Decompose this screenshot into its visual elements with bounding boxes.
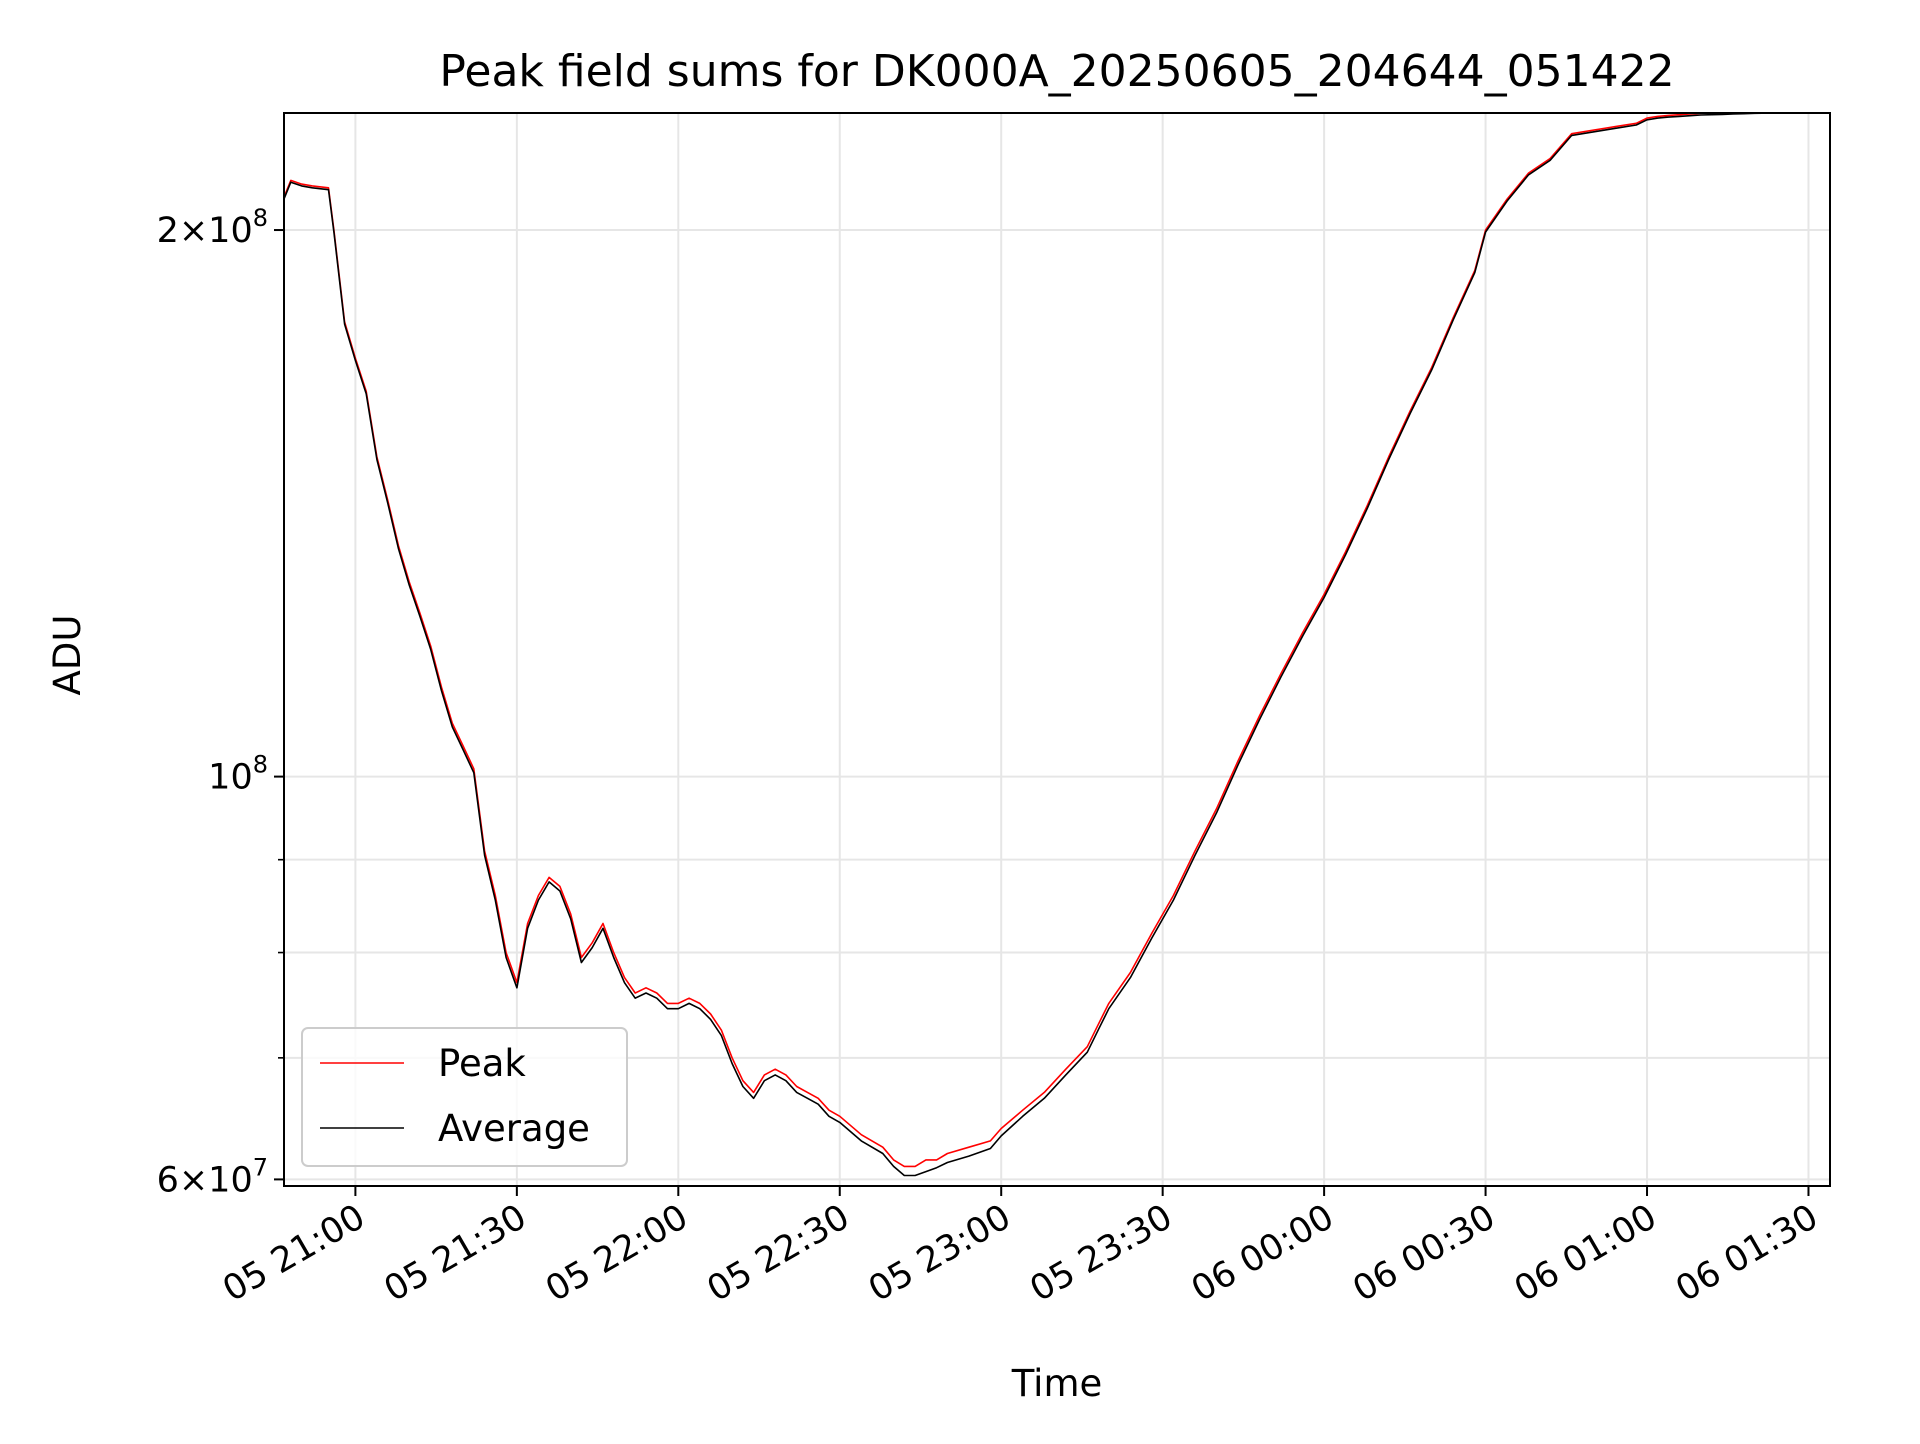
series-line-peak (284, 113, 1809, 1168)
legend: Peak Average (301, 1027, 628, 1167)
chart-title: Peak field sums for DK000A_20250605_2046… (439, 46, 1674, 97)
grid-lines (284, 113, 1830, 1186)
y-tick-label: 6×107 (157, 1153, 268, 1200)
legend-label-average: Average (438, 1107, 590, 1150)
y-tick-label: 108 (208, 751, 268, 798)
y-tick-label: 2×108 (157, 204, 268, 251)
series-line-average (284, 113, 1809, 1177)
y-axis-label: ADU (46, 615, 89, 696)
y-axis-ticks: 6×107 108 2×108 (157, 204, 284, 1200)
legend-label-peak: Peak (438, 1042, 526, 1085)
plot-frame (283, 112, 1831, 1187)
plot-lines (284, 113, 1809, 1177)
x-axis-label: Time (1011, 1362, 1103, 1405)
